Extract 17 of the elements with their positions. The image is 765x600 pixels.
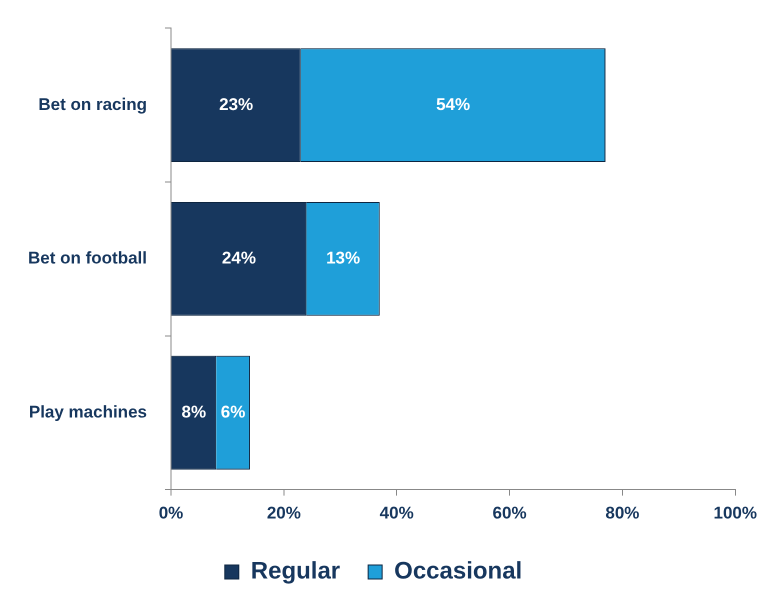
- data-label: 24%: [222, 248, 256, 268]
- y-tick-label: Play machines: [28, 402, 147, 422]
- y-tick-label: Bet on racing: [38, 94, 147, 114]
- data-label: 13%: [326, 248, 360, 268]
- legend-label: Regular: [250, 558, 340, 585]
- data-label: 8%: [182, 402, 206, 422]
- x-tick-label: 0%: [158, 503, 184, 522]
- data-label: 6%: [220, 402, 246, 422]
- data-label: 23%: [219, 94, 254, 114]
- x-tick-label: 40%: [380, 503, 414, 522]
- x-tick-label: 100%: [714, 503, 757, 522]
- legend-label: Occasional: [394, 558, 522, 585]
- x-tick-label: 20%: [266, 503, 301, 522]
- x-tick-label: 60%: [492, 503, 527, 522]
- x-tick-label: 80%: [605, 503, 640, 522]
- data-label: 54%: [436, 94, 470, 114]
- y-tick-label: Bet on football: [28, 248, 147, 268]
